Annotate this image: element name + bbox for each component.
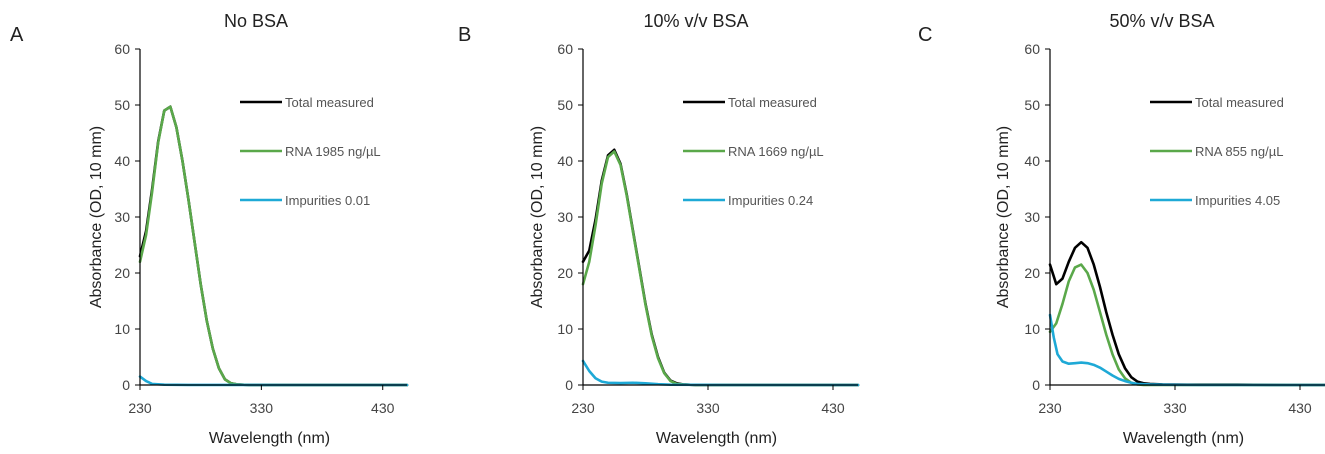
series-line-3	[138, 375, 409, 387]
panel-letter: B	[458, 24, 471, 46]
legend-label: RNA 1669 ng/µL	[728, 144, 824, 159]
y-axis-label: Absorbance (OD, 10 mm)	[995, 126, 1012, 308]
x-tick-label: 330	[696, 400, 720, 416]
y-tick-label: 40	[114, 153, 130, 169]
chart-title: 10% v/v BSA	[643, 11, 748, 31]
legend-label: Total measured	[728, 95, 817, 110]
y-tick-label: 0	[122, 377, 130, 393]
x-axis-label: Wavelength (nm)	[209, 430, 330, 447]
chart-panel-a: A No BSA 0 10 20 30 40 50 60 230 330 430 Wavelength …	[10, 11, 409, 447]
series-line-2	[1048, 263, 1325, 387]
chart-title: 50% v/v BSA	[1109, 11, 1214, 31]
legend-label: RNA 855 ng/µL	[1195, 144, 1283, 159]
y-tick-label: 0	[1032, 377, 1040, 393]
y-tick-label: 60	[557, 41, 573, 57]
panel-letter: A	[10, 24, 24, 46]
x-tick-label: 230	[571, 400, 595, 416]
y-tick-label: 50	[1024, 97, 1040, 113]
chart-title: No BSA	[224, 11, 288, 31]
y-tick-label: 10	[114, 321, 130, 337]
legend-label: Impurities 0.01	[285, 193, 370, 208]
y-axis-label: Absorbance (OD, 10 mm)	[529, 126, 546, 308]
y-tick-label: 30	[114, 209, 130, 225]
series-line-3	[1048, 313, 1325, 387]
y-tick-label: 0	[565, 377, 573, 393]
y-tick-label: 30	[1024, 209, 1040, 225]
legend-label: Total measured	[1195, 95, 1284, 110]
y-tick-label: 40	[557, 153, 573, 169]
chart-panel-b: B 10% v/v BSA 0 10 20 30 40 50 60 230 330 430 Wavele…	[458, 11, 860, 447]
y-tick-label: 10	[1024, 321, 1040, 337]
y-axis-label: Absorbance (OD, 10 mm)	[88, 126, 105, 308]
y-tick-label: 50	[557, 97, 573, 113]
x-tick-label: 430	[821, 400, 845, 416]
y-tick-label: 60	[114, 41, 130, 57]
legend-label: Impurities 0.24	[728, 193, 813, 208]
y-tick-label: 10	[557, 321, 573, 337]
legend-label: Total measured	[285, 95, 374, 110]
chart-panel-c: C 50% v/v BSA 0 10 20 30 40 50 60 230 330 430 Wavele…	[918, 11, 1325, 447]
series-line-3	[581, 359, 860, 387]
x-axis-label: Wavelength (nm)	[656, 430, 777, 447]
legend-label: RNA 1985 ng/µL	[285, 144, 381, 159]
x-tick-label: 230	[1038, 400, 1062, 416]
y-tick-label: 20	[1024, 265, 1040, 281]
x-tick-label: 230	[128, 400, 152, 416]
y-tick-label: 40	[1024, 153, 1040, 169]
x-tick-label: 330	[1163, 400, 1187, 416]
y-tick-label: 60	[1024, 41, 1040, 57]
series-line-2	[581, 150, 860, 387]
x-axis-label: Wavelength (nm)	[1123, 430, 1244, 447]
x-tick-label: 430	[1288, 400, 1312, 416]
y-tick-label: 20	[114, 265, 130, 281]
y-tick-label: 30	[557, 209, 573, 225]
y-tick-label: 20	[557, 265, 573, 281]
panel-letter: C	[918, 24, 932, 46]
y-tick-label: 50	[114, 97, 130, 113]
legend-label: Impurities 4.05	[1195, 193, 1280, 208]
x-tick-label: 330	[250, 400, 274, 416]
x-tick-label: 430	[371, 400, 395, 416]
